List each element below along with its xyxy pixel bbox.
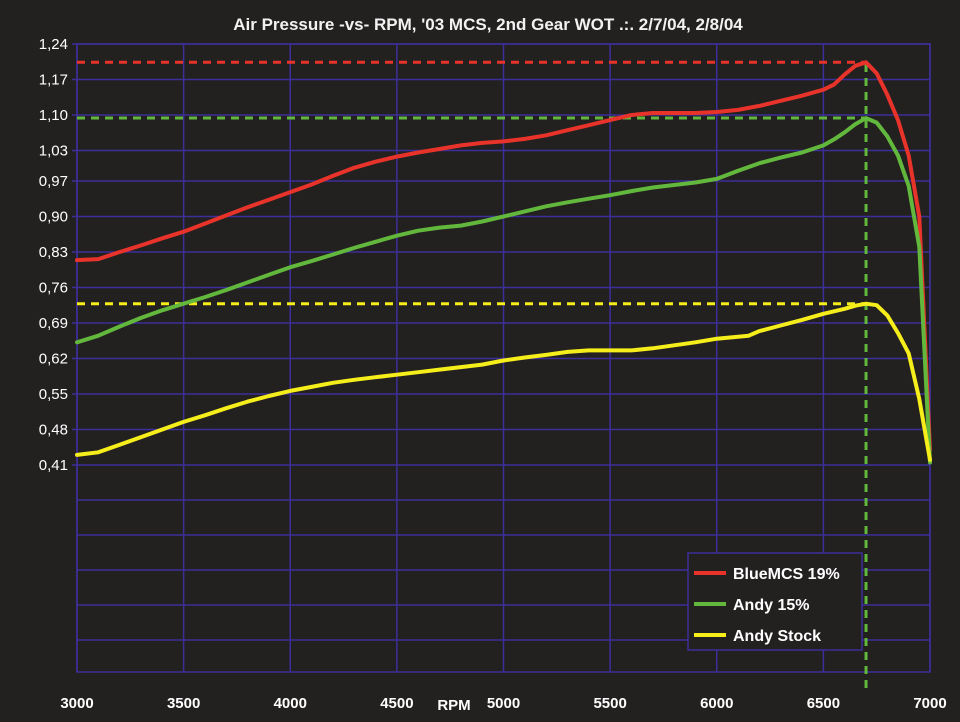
x-axis-ticks: 3000 3500 4000 4500 5000 5500 6000 6500 7000 <box>60 695 946 712</box>
reference-lines <box>77 60 868 692</box>
legend-label: Andy Stock <box>733 628 821 645</box>
series-line-2 <box>75 116 932 465</box>
legend: BlueMCS 19% Andy 15% Andy Stock <box>687 552 863 651</box>
x-tick-label: 5000 <box>487 695 520 712</box>
x-tick-label: 3000 <box>60 695 93 712</box>
x-tick-label: 4500 <box>380 695 413 712</box>
y-tick-label: 0,97 <box>39 173 68 190</box>
x-tick-label: 3500 <box>167 695 200 712</box>
series-line-1 <box>75 60 932 452</box>
x-tick-label: 7000 <box>913 695 946 712</box>
x-axis-label: RPM <box>437 697 470 714</box>
y-tick-label: 0,55 <box>39 386 68 403</box>
y-tick-label: 0,41 <box>39 457 68 474</box>
chart-title: Air Pressure -vs- RPM, '03 MCS, 2nd Gear… <box>233 15 743 34</box>
y-tick-label: 1,24 <box>39 36 68 53</box>
legend-label: BlueMCS 19% <box>733 566 840 583</box>
series-lines <box>75 60 932 465</box>
y-tick-label: 0,90 <box>39 208 68 225</box>
y-tick-label: 0,76 <box>39 279 68 296</box>
series-line-3 <box>75 301 932 462</box>
y-tick-label: 1,03 <box>39 143 68 160</box>
x-tick-label: 5500 <box>593 695 626 712</box>
x-tick-label: 6500 <box>807 695 840 712</box>
x-tick-label: 6000 <box>700 695 733 712</box>
y-axis-ticks: 1,24 1,17 1,10 1,03 0,97 0,90 0,83 0,76 0,69 0,62… <box>39 36 77 474</box>
legend-label: Andy 15% <box>733 597 809 614</box>
y-tick-label: 0,69 <box>39 315 68 332</box>
y-tick-label: 0,62 <box>39 350 68 367</box>
x-tick-label: 4000 <box>274 695 307 712</box>
y-tick-label: 0,48 <box>39 421 68 438</box>
y-tick-label: 1,17 <box>39 72 68 89</box>
y-tick-label: 0,83 <box>39 244 68 261</box>
y-tick-label: 1,10 <box>39 107 68 124</box>
